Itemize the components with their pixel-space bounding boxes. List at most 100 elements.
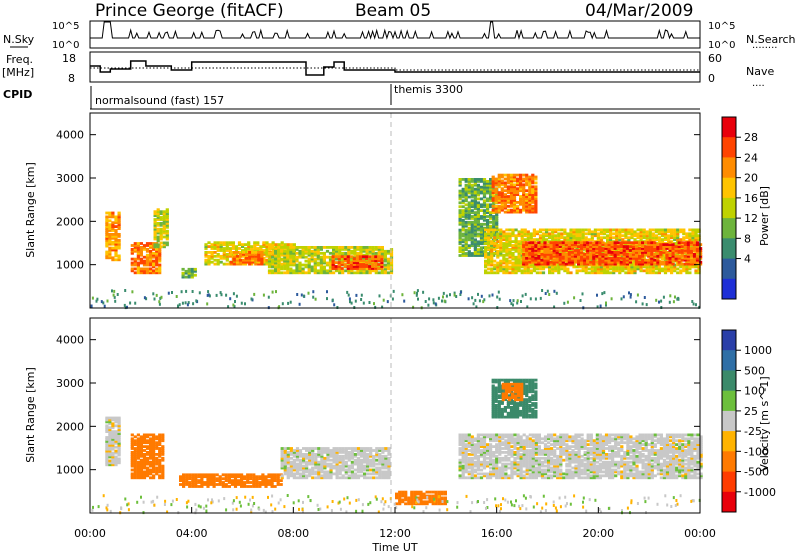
data-cell <box>344 468 348 472</box>
data-cell <box>432 298 435 302</box>
data-cell <box>286 249 290 253</box>
data-cell <box>346 255 350 259</box>
data-cell <box>209 473 213 477</box>
data-cell <box>114 463 118 467</box>
data-cell <box>152 445 156 448</box>
data-cell <box>355 267 360 270</box>
data-cell <box>286 451 290 454</box>
data-cell <box>292 259 296 263</box>
data-cell <box>262 249 266 252</box>
data-cell <box>105 457 109 461</box>
data-cell <box>216 260 220 264</box>
data-cell <box>476 226 480 230</box>
data-cell <box>606 234 610 238</box>
data-cell <box>355 265 360 268</box>
data-cell <box>479 254 484 257</box>
data-cell <box>662 245 666 248</box>
data-cell <box>663 234 668 238</box>
data-cell <box>598 241 602 245</box>
data-cell <box>522 256 526 260</box>
data-cell <box>630 236 634 240</box>
data-cell <box>531 210 535 214</box>
data-cell <box>596 293 598 297</box>
data-cell <box>508 236 512 240</box>
data-cell <box>105 420 109 424</box>
data-cell <box>130 464 134 468</box>
data-cell <box>310 255 314 259</box>
data-cell <box>475 305 478 309</box>
data-cell <box>673 234 677 238</box>
data-cell <box>271 290 274 294</box>
data-cell <box>338 454 342 458</box>
data-cell <box>505 232 509 236</box>
data-cell <box>331 261 335 264</box>
data-cell <box>570 254 575 258</box>
data-cell <box>136 451 140 454</box>
data-cell <box>227 475 231 479</box>
data-cell <box>381 305 384 309</box>
data-cell <box>656 243 660 246</box>
data-cell <box>165 225 169 229</box>
data-cell <box>476 201 480 205</box>
data-cell <box>551 238 555 241</box>
data-cell <box>612 265 616 269</box>
data-cell <box>360 293 363 297</box>
data-cell <box>555 254 559 258</box>
data-cell <box>657 240 661 243</box>
data-cell <box>458 250 462 253</box>
data-cell <box>489 181 493 185</box>
data-cell <box>286 476 290 480</box>
data-cell <box>496 251 500 255</box>
data-cell <box>506 181 510 185</box>
data-cell <box>554 236 558 240</box>
data-cell <box>516 187 520 191</box>
data-cell <box>572 234 576 238</box>
data-cell <box>274 267 278 271</box>
data-cell <box>283 466 287 470</box>
data-cell <box>586 262 590 266</box>
data-cell <box>253 260 257 264</box>
data-cell <box>222 247 226 250</box>
data-cell <box>111 434 115 437</box>
data-cell <box>519 179 523 183</box>
data-cell <box>464 180 468 183</box>
data-cell <box>473 254 477 257</box>
data-cell <box>260 258 264 262</box>
data-cell <box>587 228 591 232</box>
data-cell <box>641 262 645 266</box>
data-cell <box>165 218 169 221</box>
data-cell <box>628 249 632 252</box>
data-cell <box>362 259 366 263</box>
data-cell <box>197 473 201 477</box>
data-cell <box>331 259 335 263</box>
data-cell <box>590 230 594 234</box>
data-cell <box>304 249 308 253</box>
data-cell <box>512 187 517 191</box>
data-cell <box>136 246 140 249</box>
data-cell <box>152 447 156 450</box>
data-cell <box>631 251 636 254</box>
data-cell <box>335 249 339 253</box>
data-cell <box>153 227 157 231</box>
data-cell <box>295 259 299 263</box>
data-cell <box>577 251 581 254</box>
data-cell <box>350 464 354 468</box>
data-cell <box>458 205 462 209</box>
data-cell <box>525 204 529 208</box>
data-cell <box>124 289 127 292</box>
data-cell <box>517 249 521 253</box>
data-cell <box>616 253 620 256</box>
data-cell <box>276 479 280 482</box>
data-cell <box>267 261 272 265</box>
data-cell <box>283 453 287 456</box>
data-cell <box>231 241 235 245</box>
data-cell <box>489 205 493 209</box>
data-cell <box>558 258 562 262</box>
data-cell <box>142 445 147 448</box>
data-cell <box>548 228 552 232</box>
data-cell <box>114 445 118 449</box>
data-cell <box>206 475 210 479</box>
data-cell <box>374 259 378 263</box>
data-cell <box>654 230 658 234</box>
data-cell <box>534 245 538 248</box>
